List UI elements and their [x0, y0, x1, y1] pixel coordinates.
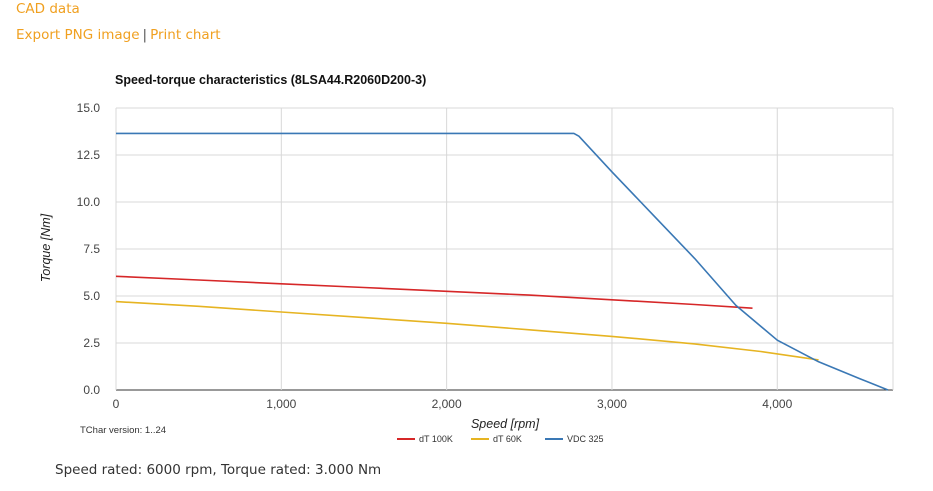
legend-label: VDC 325	[567, 434, 604, 444]
cad-data-link[interactable]: CAD data	[16, 1, 80, 17]
chart-grid	[115, 107, 894, 391]
link-separator: |	[142, 27, 148, 43]
x-axis-label: Speed [rpm]	[471, 417, 540, 431]
x-tick-label: 0	[113, 397, 120, 411]
y-axis-label: Torque [Nm]	[39, 213, 53, 282]
speed-torque-chart: Speed-torque characteristics (8LSA44.R20…	[39, 73, 894, 444]
print-chart-link[interactable]: Print chart	[150, 27, 221, 43]
y-tick-label: 2.5	[83, 336, 100, 350]
rated-values-text: Speed rated: 6000 rpm, Torque rated: 3.0…	[55, 462, 382, 478]
x-tick-label: 4,000	[762, 397, 792, 411]
series-line-vdc-325	[116, 132, 889, 391]
x-axis-ticks: 0 1,000 2,000 3,000 4,000	[113, 397, 793, 411]
chart-title: Speed-torque characteristics (8LSA44.R20…	[115, 73, 426, 87]
y-tick-label: 0.0	[83, 383, 100, 397]
x-tick-label: 3,000	[597, 397, 627, 411]
legend-label: dT 100K	[419, 434, 453, 444]
tchar-version-annotation: TChar version: 1..24	[80, 425, 166, 436]
series-lines	[115, 132, 889, 391]
chart-legend: dT 100K dT 60K VDC 325	[397, 434, 604, 444]
x-tick-label: 1,000	[266, 397, 296, 411]
series-line-dt-100k	[115, 275, 753, 309]
export-png-link[interactable]: Export PNG image	[16, 27, 140, 43]
y-tick-label: 12.5	[77, 148, 101, 162]
x-tick-label: 2,000	[432, 397, 462, 411]
y-tick-label: 7.5	[83, 242, 100, 256]
legend-label: dT 60K	[493, 434, 522, 444]
chart-actions: Export PNG image | Print chart	[16, 27, 221, 43]
y-tick-label: 10.0	[77, 195, 101, 209]
y-tick-label: 5.0	[83, 289, 100, 303]
y-tick-label: 15.0	[77, 101, 101, 115]
series-line-dt-60k	[115, 300, 819, 361]
y-axis-ticks: 0.0 2.5 5.0 7.5 10.0 12.5 15.0	[77, 101, 101, 397]
